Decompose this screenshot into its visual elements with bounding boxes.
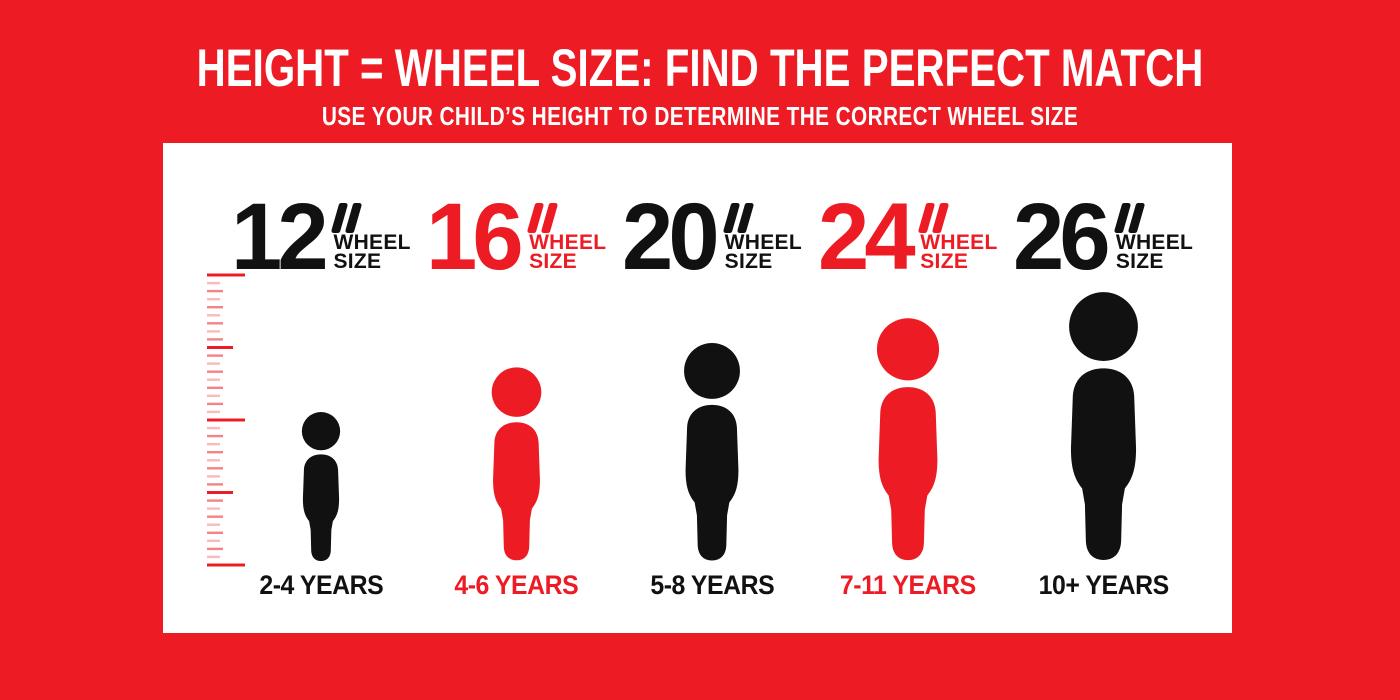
inch-mark: [526, 203, 559, 233]
age-range-label: 2-4 YEARS: [258, 570, 383, 600]
age-range-label: 5-8 YEARS: [650, 570, 774, 600]
inch-mark-stroke: [345, 203, 363, 233]
wheel-size-heading: 24 WHEEL SIZE: [817, 184, 998, 290]
wheel-label-line1: WHEEL: [920, 231, 998, 254]
size-column: 26 WHEEL SIZE 10+ YEARS: [1005, 185, 1201, 601]
child-figure-head: [491, 367, 542, 417]
wheel-label-line2: SIZE: [333, 250, 382, 273]
size-column: 12 WHEEL SIZE 2-4 YEARS: [223, 185, 419, 601]
child-figure-head: [684, 343, 740, 399]
size-column: 24 WHEEL SIZE 7-11 YEARS: [810, 185, 1006, 601]
inch-mark: [331, 203, 363, 233]
child-figure: [876, 318, 939, 561]
child-figure-body: [302, 454, 339, 561]
child-figure-body: [878, 387, 937, 561]
wheel-size-label: WHEEL SIZE: [920, 231, 998, 273]
wheel-label-line2: SIZE: [920, 250, 969, 273]
wheel-label-line1: WHEEL: [529, 231, 607, 254]
wheel-size-number: 12: [230, 184, 329, 290]
inch-mark: [917, 203, 950, 233]
wheel-label-line2: SIZE: [724, 250, 773, 273]
inch-mark: [1113, 203, 1146, 233]
child-figure-head: [876, 318, 939, 381]
child-figure-body: [685, 404, 739, 561]
wheel-size-label: WHEEL SIZE: [529, 231, 607, 273]
size-chart-card: 12 WHEEL SIZE 2-4 YEARS: [163, 143, 1232, 633]
wheel-size-heading: 16 WHEEL SIZE: [426, 184, 607, 290]
wheel-size-heading: 12 WHEEL SIZE: [230, 184, 411, 290]
wheel-size-number: 26: [1013, 184, 1111, 290]
inch-mark-stroke: [931, 203, 950, 233]
wheel-size-label: WHEEL SIZE: [724, 231, 802, 273]
child-figure: [684, 343, 740, 561]
age-range-label: 7-11 YEARS: [839, 570, 976, 600]
header: HEIGHT = WHEEL SIZE: FIND THE PERFECT MA…: [0, 39, 1400, 132]
wheel-size-heading: 26 WHEEL SIZE: [1013, 184, 1194, 290]
wheel-label-line1: WHEEL: [333, 231, 411, 254]
wheel-label-line1: WHEEL: [1115, 231, 1194, 254]
child-figure-head: [1068, 292, 1138, 361]
child-figure: [301, 412, 340, 561]
inch-mark-stroke: [1127, 203, 1146, 233]
size-column: 20 WHEEL SIZE 5-8 YEARS: [614, 185, 810, 601]
wheel-size-number: 24: [817, 184, 916, 290]
page-title: HEIGHT = WHEEL SIZE: FIND THE PERFECT MA…: [196, 39, 1204, 98]
age-range-label: 4-6 YEARS: [454, 570, 579, 600]
child-figure: [1068, 292, 1138, 560]
wheel-size-number: 20: [621, 184, 720, 290]
height-ruler: [207, 273, 247, 567]
size-column: 16 WHEEL SIZE 4-6 YEARS: [419, 185, 615, 601]
child-figure-head: [301, 412, 340, 451]
page-subtitle: USE YOUR CHILD’S HEIGHT TO DETERMINE THE…: [321, 101, 1079, 131]
wheel-label-line1: WHEEL: [724, 231, 802, 254]
child-figure-body: [492, 422, 540, 561]
child-figure: [491, 367, 542, 561]
wheel-label-line2: SIZE: [1115, 250, 1164, 273]
inch-mark: [722, 203, 754, 233]
wheel-size-label: WHEEL SIZE: [333, 231, 411, 273]
size-columns: 12 WHEEL SIZE 2-4 YEARS: [223, 185, 1201, 601]
child-figure-body: [1070, 368, 1136, 560]
wheel-size-label: WHEEL SIZE: [1115, 231, 1194, 273]
inch-mark-stroke: [540, 203, 559, 233]
wheel-size-heading: 20 WHEEL SIZE: [621, 184, 802, 290]
wheel-size-number: 16: [426, 184, 524, 290]
height-ruler-svg: [207, 273, 245, 567]
age-range-label: 10+ YEARS: [1038, 570, 1169, 600]
wheel-label-line2: SIZE: [529, 250, 577, 273]
